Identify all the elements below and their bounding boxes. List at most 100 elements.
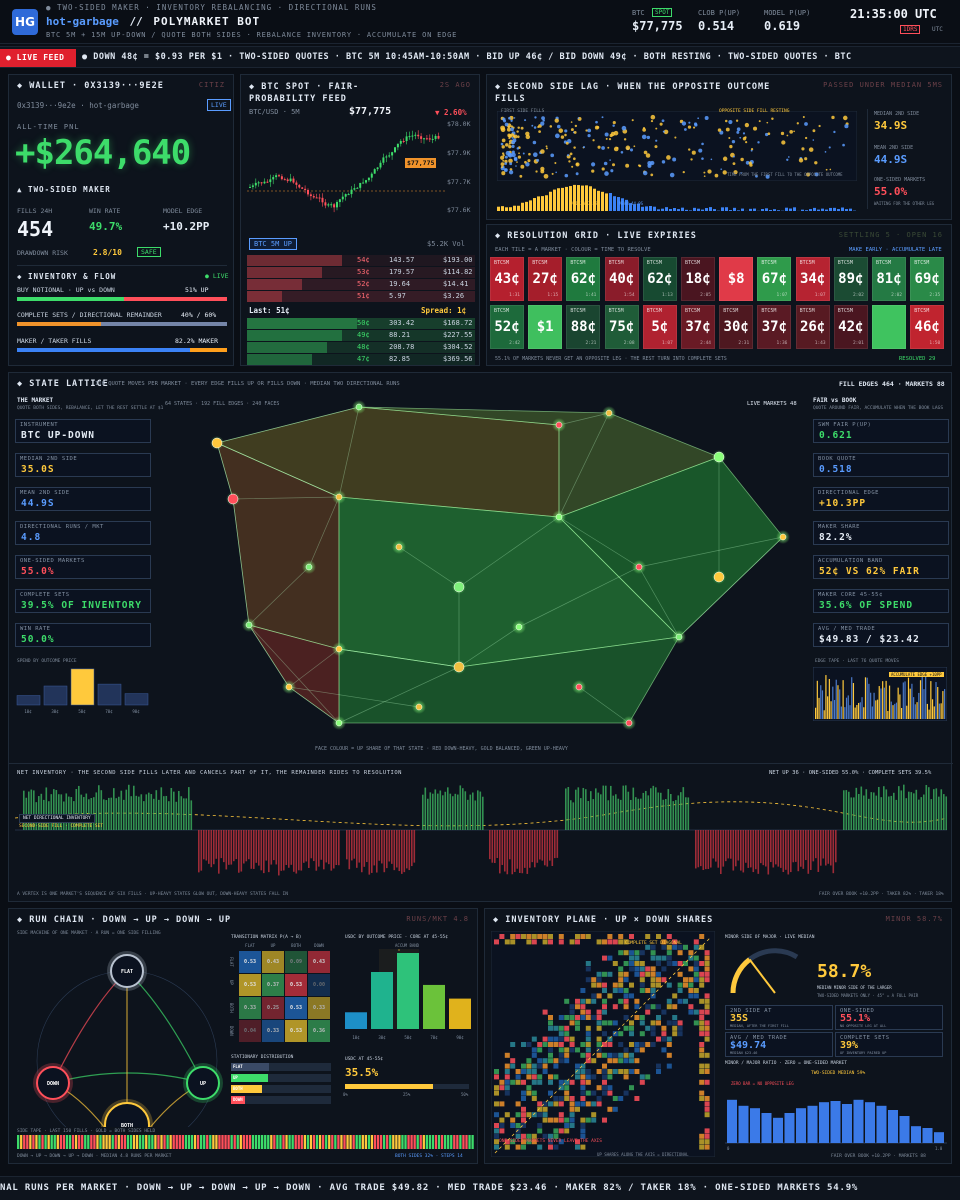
lag-point	[661, 160, 666, 164]
lag-point	[654, 145, 658, 149]
plane-hist-bar	[727, 1099, 737, 1143]
heat-cell	[558, 1128, 564, 1134]
tape-bar	[858, 702, 860, 719]
inventory-bar-up	[434, 789, 437, 830]
inventory-bar-down	[777, 830, 780, 867]
matrix-cell[interactable]: 0.33	[308, 997, 330, 1019]
market-tile[interactable]: BTC5M 52¢ 2:42	[490, 305, 524, 349]
ask-row[interactable]: 53¢ 179.57 $114.82	[247, 267, 475, 278]
bid-row[interactable]: 47¢ 82.85 $369.56	[247, 354, 475, 365]
ask-row[interactable]: 52¢ 19.64 $14.41	[247, 279, 475, 290]
matrix-cell[interactable]: 0.53	[285, 1020, 307, 1042]
market-tile[interactable]: BTC5M 81¢ 2:02	[872, 257, 906, 301]
market-tile[interactable]: BTC5M 42¢ 2:01	[833, 305, 868, 349]
lag-point	[528, 152, 531, 156]
live-feed-badge[interactable]: ● LIVE FEED	[0, 49, 76, 67]
stationary-bar	[231, 1085, 262, 1093]
matrix-cell[interactable]: 0.53	[285, 974, 307, 996]
market-tile[interactable]: BTC5M 27¢ 1:15	[528, 257, 563, 301]
matrix-cell[interactable]: 0.53	[285, 997, 307, 1019]
market-tile[interactable]: BTC5M 89¢ 2:02	[833, 257, 868, 301]
lag-point	[828, 146, 831, 149]
market-tile[interactable]: BTC5M 88¢ 2:21	[566, 305, 601, 349]
inventory-heatmap[interactable]	[491, 931, 715, 1157]
lag-point	[728, 119, 733, 125]
matrix-cell[interactable]: 0.04	[239, 1020, 261, 1042]
matrix-cell[interactable]: 0.53	[239, 951, 261, 973]
market-tile[interactable]: BTC5M 5¢ 1:07	[642, 305, 677, 349]
tape-bar	[923, 689, 925, 719]
heat-cell	[639, 988, 645, 993]
matrix-cell[interactable]: 0.33	[262, 1020, 284, 1042]
heat-cell	[704, 1031, 710, 1037]
heat-cell	[580, 1004, 586, 1010]
bid-row[interactable]: 49¢ 88.21 $227.55	[247, 330, 475, 341]
heat-cell	[623, 1025, 629, 1031]
inventory-bar-down	[722, 830, 725, 867]
heat-cell	[666, 934, 672, 939]
lag-point	[732, 155, 735, 158]
matrix-cell[interactable]: 0.36	[308, 1020, 330, 1042]
heat-cell	[575, 1015, 580, 1020]
side-tape-bar	[279, 1135, 282, 1149]
matrix-cell[interactable]: 0.25	[262, 997, 284, 1019]
ask-row[interactable]: 54¢ 143.57 $193.00	[247, 255, 475, 266]
heat-cell	[683, 944, 688, 950]
lattice-graph[interactable]	[159, 387, 809, 747]
tape-bar	[861, 697, 863, 719]
inventory-bar-up	[595, 788, 597, 830]
market-tile[interactable]: BTC5M 37¢ 1:36	[757, 305, 792, 349]
market-tile[interactable]: BTC5M 18¢ 2:05	[681, 257, 715, 301]
market-tile[interactable]: $1	[528, 305, 563, 349]
tape-bar	[897, 687, 899, 719]
side-tape-bar	[17, 1135, 20, 1149]
market-tile[interactable]: BTC5M 62¢ 1:13	[642, 257, 677, 301]
market-tile[interactable]: BTC5M 62¢ 1:41	[566, 257, 601, 301]
matrix-cell[interactable]: 0.00	[308, 974, 330, 996]
median-value: 34.9S	[874, 119, 908, 132]
market-tile[interactable]: BTC5M 34¢ 1:07	[795, 257, 830, 301]
market-button[interactable]: BTC 5M UP	[249, 238, 297, 250]
market-tile[interactable]: BTC5M 30¢ 2:31	[719, 305, 754, 349]
wallet-address[interactable]: 0x3139···9e2e · hot-garbage	[17, 101, 139, 110]
lag-point	[592, 139, 595, 142]
matrix-cell[interactable]: 0.37	[262, 974, 284, 996]
heat-cell	[699, 1031, 705, 1037]
market-tile[interactable]: BTC5M 37¢ 2:44	[681, 305, 715, 349]
matrix-cell[interactable]: 0.43	[308, 951, 330, 973]
inventory-bar-down	[358, 830, 361, 863]
matrix-cell[interactable]: 0.09	[285, 951, 307, 973]
market-tile[interactable]: BTC5M 46¢ 1:50	[910, 305, 945, 349]
market-tile[interactable]: $8	[719, 257, 754, 301]
lag-point	[541, 116, 545, 121]
market-tile[interactable]: BTC5M 26¢ 1:43	[795, 305, 830, 349]
ask-row[interactable]: 51¢ 5.97 $3.26	[247, 291, 475, 302]
market-tile[interactable]: BTC5M 75¢ 2:08	[604, 305, 639, 349]
pnl-value: +$264,640	[15, 133, 191, 173]
market-tile[interactable]: BTC5M 43¢ 1:31	[490, 257, 524, 301]
bid-row[interactable]: 50¢ 303.42 $168.72	[247, 318, 475, 329]
market-tile[interactable]: BTC5M 40¢ 1:54	[604, 257, 639, 301]
heat-cell	[499, 934, 505, 939]
market-tile[interactable]: BTC5M 69¢ 2:35	[910, 257, 945, 301]
tape-bar	[892, 705, 894, 719]
heat-cell	[693, 961, 699, 966]
matrix-cell[interactable]: 0.33	[239, 997, 261, 1019]
tape-bar	[823, 710, 825, 719]
inventory-bar-down	[213, 830, 215, 865]
account-name[interactable]: hot-garbage	[46, 15, 119, 28]
heat-cell	[629, 982, 634, 988]
tile-name: BTC5M	[685, 260, 701, 266]
matrix-cell[interactable]: 0.53	[239, 974, 261, 996]
side-tape-bar	[87, 1135, 90, 1149]
lag-point	[812, 129, 816, 133]
heat-cell	[672, 939, 678, 945]
matrix-cell[interactable]: 0.43	[262, 951, 284, 973]
bid-row[interactable]: 48¢ 208.78 $304.52	[247, 342, 475, 353]
inventory-bar-up	[630, 799, 632, 830]
market-tile[interactable]: BTC5M 67¢ 1:07	[757, 257, 792, 301]
market-tile[interactable]	[872, 305, 906, 349]
heat-cell	[704, 1025, 710, 1031]
side-tape-bar	[318, 1135, 322, 1149]
